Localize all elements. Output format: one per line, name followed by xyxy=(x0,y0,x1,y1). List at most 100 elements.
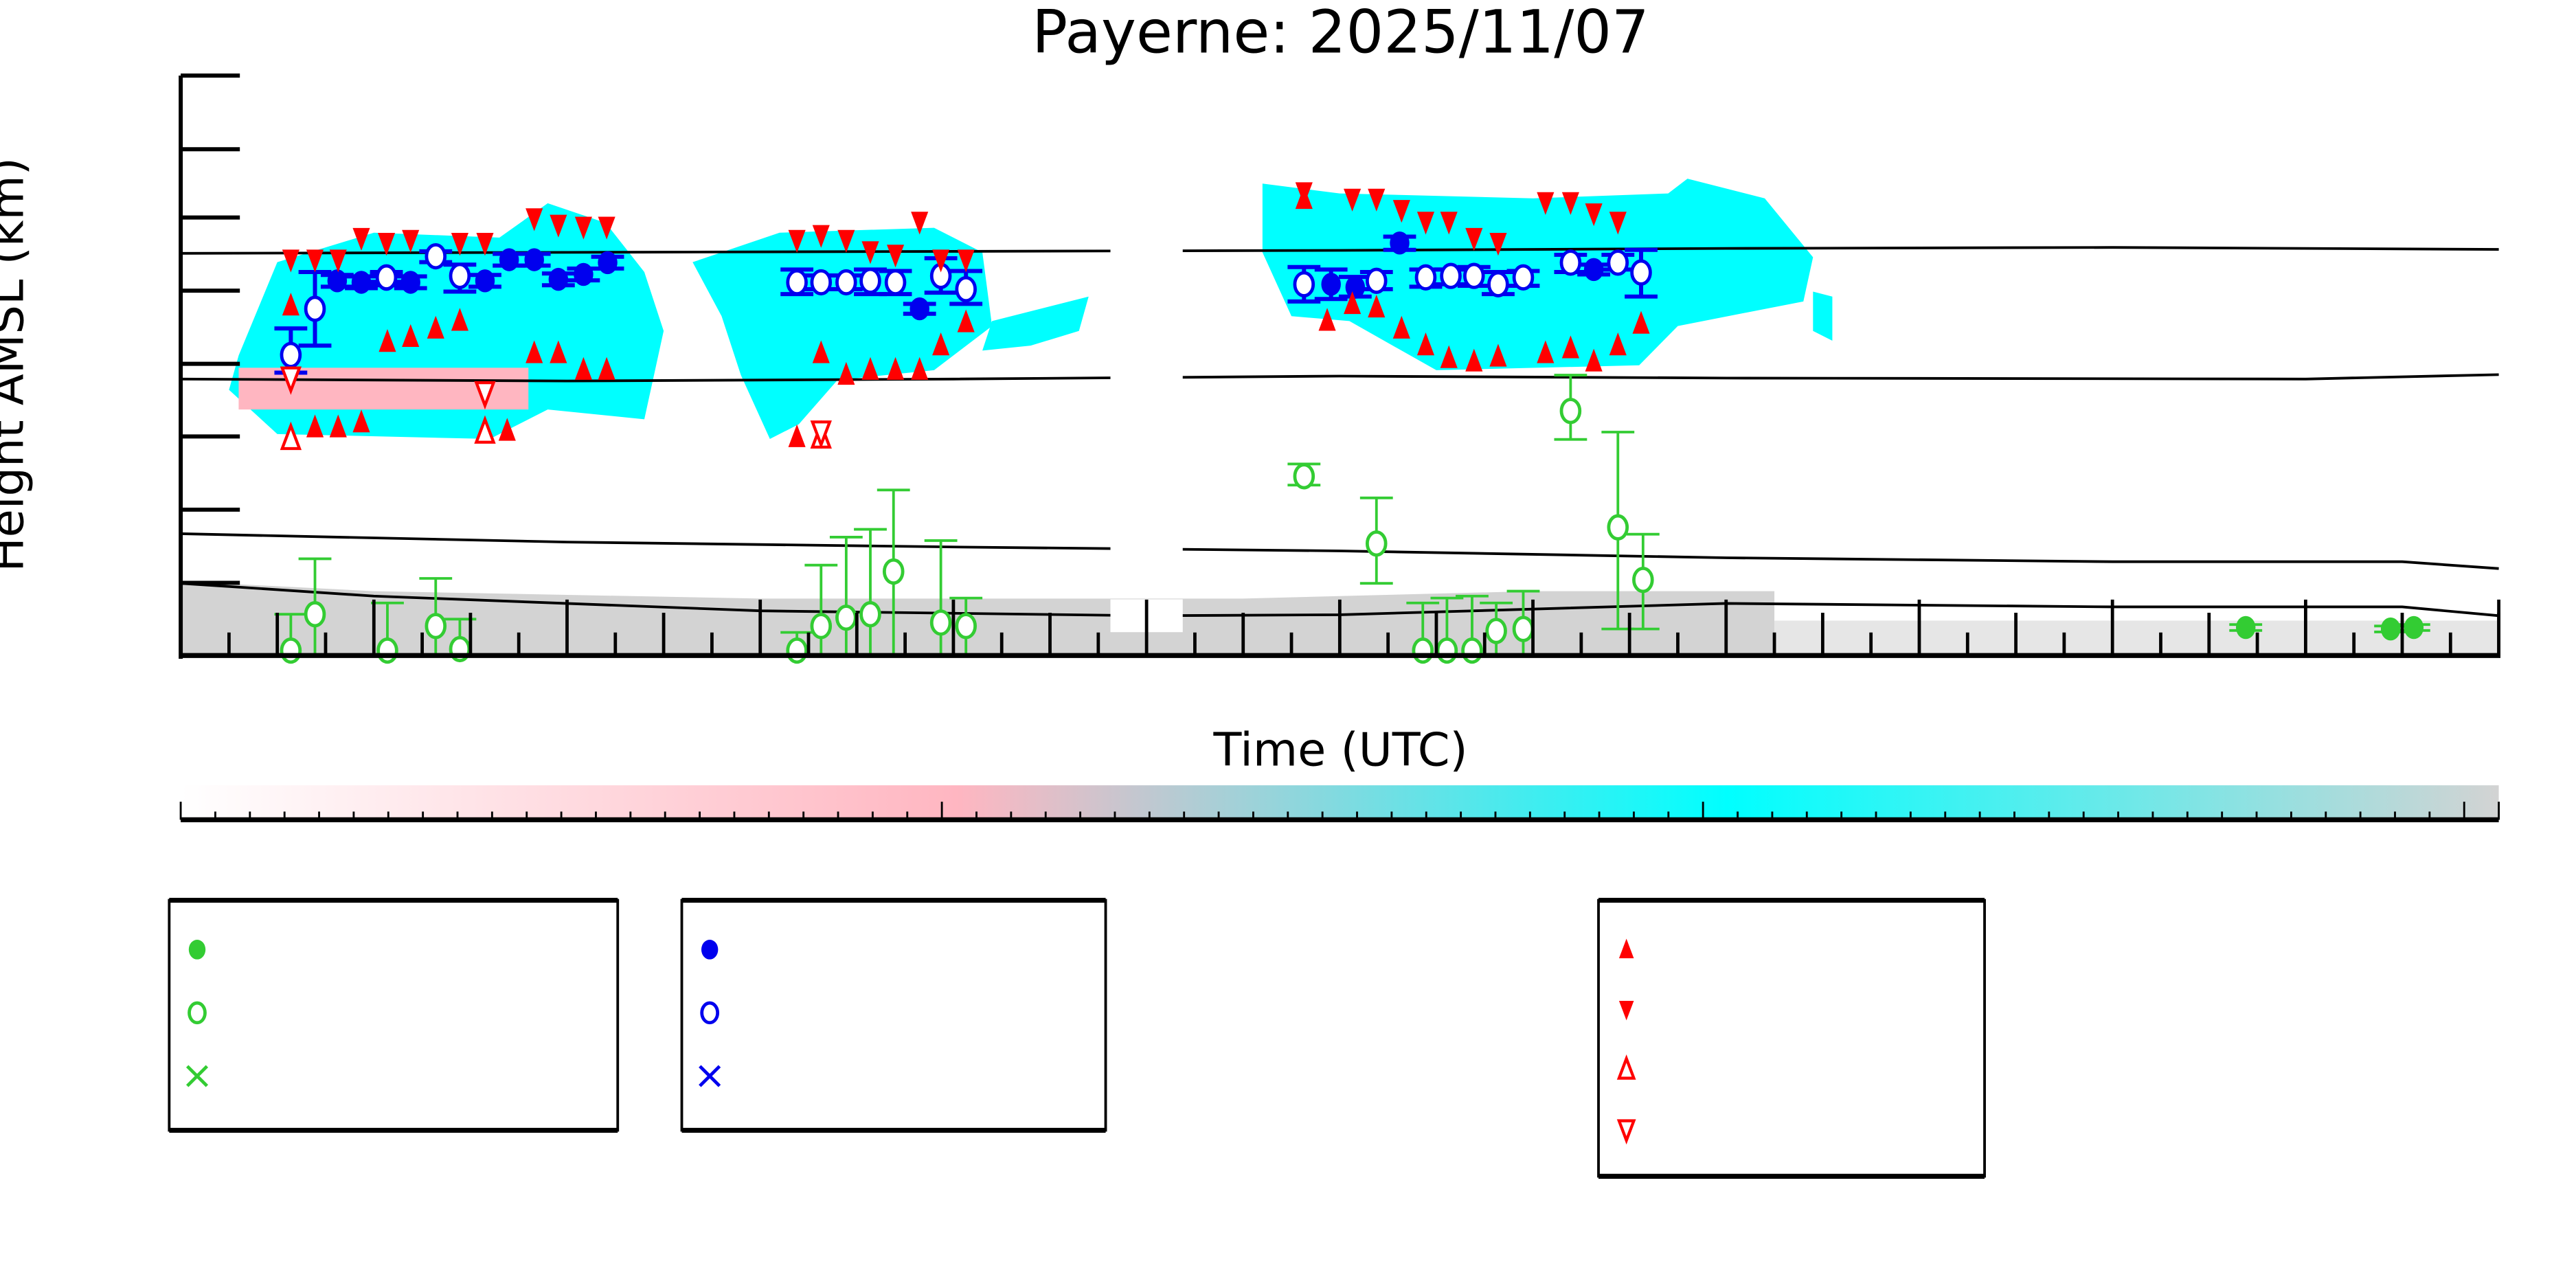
marker-filled-triangle-up xyxy=(911,357,929,380)
marker-open-circle xyxy=(1440,262,1462,289)
marker-filled-circle xyxy=(1583,258,1604,282)
marker-filled-triangle-up xyxy=(932,332,950,356)
marker-filled-triangle-up xyxy=(1537,340,1555,363)
marker-filled-triangle-up xyxy=(1465,348,1483,372)
y-axis-label: Height AMSL (km) xyxy=(0,157,34,572)
series-actris-cth-bl xyxy=(280,366,832,449)
marker-filled-circle xyxy=(499,248,519,271)
marker-filled-triangle-down xyxy=(788,229,806,253)
marker-open-circle xyxy=(1414,264,1437,291)
marker-open-triangle-up xyxy=(280,421,302,451)
legend-frame xyxy=(680,899,1107,1132)
marker-open-circle xyxy=(1365,267,1388,294)
marker-filled-circle xyxy=(1390,231,1410,255)
marker-open-circle xyxy=(1293,271,1315,297)
marker-filled-triangle-down xyxy=(1295,182,1313,205)
marker-open-circle xyxy=(955,275,977,303)
marker-open-circle xyxy=(188,1001,207,1025)
legend-entry xyxy=(188,1001,207,1025)
marker-filled-circle xyxy=(188,939,206,960)
chart-title: Payerne: 2025/11/07 xyxy=(1032,0,1649,67)
marker-filled-triangle-down xyxy=(1585,203,1603,227)
marker-open-circle xyxy=(859,601,881,628)
marker-filled-triangle-down xyxy=(1344,188,1362,212)
marker-filled-triangle-down xyxy=(352,227,370,251)
marker-filled-triangle-down xyxy=(957,249,975,273)
isotherm-line xyxy=(181,532,2499,570)
marker-open-triangle-down xyxy=(810,420,832,449)
legend-entry xyxy=(699,1065,721,1087)
marker-open-circle xyxy=(280,341,302,368)
marker-filled-triangle-up xyxy=(1561,335,1579,359)
marker-filled-triangle-up xyxy=(1368,295,1386,318)
cloud-region-other xyxy=(181,581,1775,656)
marker-filled-circle xyxy=(548,267,569,291)
marker-filled-triangle-down xyxy=(1537,192,1555,215)
phase-colorbar xyxy=(179,785,2500,822)
marker-open-triangle-up xyxy=(1616,1054,1636,1080)
marker-open-circle xyxy=(859,267,881,294)
isotherm-line xyxy=(181,373,2499,383)
marker-filled-triangle-down xyxy=(812,225,830,248)
marker-filled-circle xyxy=(351,271,372,294)
marker-filled-triangle-down xyxy=(1440,212,1458,235)
marker-filled-triangle-up xyxy=(1318,308,1336,331)
marker-filled-triangle-up xyxy=(427,315,444,339)
marker-open-circle xyxy=(786,637,808,664)
legends xyxy=(168,897,1986,1179)
marker-filled-triangle-up xyxy=(402,324,420,348)
marker-filled-triangle-up xyxy=(282,293,300,316)
marker-open-circle xyxy=(1630,259,1652,286)
marker-filled-triangle-up xyxy=(1609,332,1627,356)
marker-filled-triangle-up xyxy=(379,329,396,352)
marker-filled-circle xyxy=(475,269,495,293)
marker-filled-triangle-up xyxy=(1416,332,1435,356)
legend-box-1 xyxy=(168,897,620,1133)
marker-filled-triangle-up xyxy=(861,357,879,380)
marker-filled-triangle-down xyxy=(1392,200,1410,223)
series-actris-cth xyxy=(282,182,1627,273)
marker-filled-triangle-down xyxy=(886,245,905,268)
marker-open-circle xyxy=(810,613,833,640)
isotherm-line xyxy=(181,246,2499,255)
marker-filled-triangle-up xyxy=(1392,315,1410,339)
marker-open-circle xyxy=(955,613,977,640)
cloud-region-water xyxy=(238,368,529,410)
marker-filled-triangle-up xyxy=(1440,345,1458,368)
marker-open-circle xyxy=(700,1001,720,1025)
legend-entry xyxy=(1618,1000,1634,1021)
marker-filled-triangle-up xyxy=(957,309,975,332)
isotherm-label-bg xyxy=(1110,532,1183,566)
marker-filled-triangle-down xyxy=(329,249,347,273)
marker-open-circle xyxy=(1512,264,1535,291)
marker-open-triangle-down xyxy=(280,366,302,395)
marker-filled-circle xyxy=(2404,615,2424,640)
marker-filled-triangle-down xyxy=(574,216,592,240)
cloud-region-ice xyxy=(982,296,1089,351)
axes xyxy=(179,74,2500,659)
marker-open-circle xyxy=(304,295,326,322)
marker-filled-circle xyxy=(909,297,929,321)
marker-filled-triangle-up xyxy=(1489,343,1507,367)
legend-entry xyxy=(700,1001,720,1025)
cloud-region-ice xyxy=(1262,179,1814,370)
marker-filled-circle xyxy=(327,269,348,293)
marker-filled-triangle-down xyxy=(451,233,468,256)
marker-filled-circle xyxy=(598,251,618,275)
marker-open-circle xyxy=(1485,618,1507,644)
marker-filled-triangle-down xyxy=(378,233,396,256)
marker-filled-triangle-down xyxy=(1609,212,1627,235)
legend-box-2 xyxy=(680,897,1107,1133)
marker-filled-triangle-down xyxy=(1618,1000,1634,1021)
marker-open-circle xyxy=(304,601,326,628)
marker-open-circle xyxy=(810,269,833,296)
marker-open-triangle-up xyxy=(474,415,496,444)
marker-open-circle xyxy=(449,262,471,289)
marker-filled-triangle-up xyxy=(598,357,615,380)
marker-filled-triangle-down xyxy=(526,208,543,231)
cloud-region-ice xyxy=(1813,291,1833,341)
cloud-region-other_sparse xyxy=(1774,620,2499,656)
marker-open-circle xyxy=(1412,637,1434,664)
legend-entry xyxy=(1616,1054,1636,1080)
